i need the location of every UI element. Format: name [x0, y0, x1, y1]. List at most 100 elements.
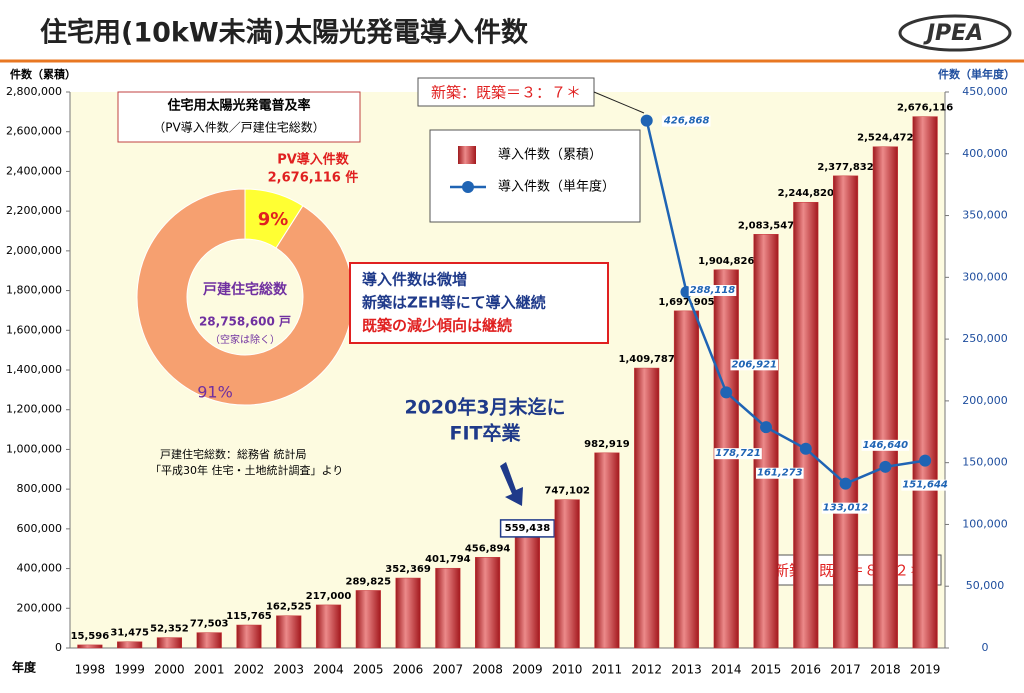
logo: JPEA — [923, 21, 983, 46]
ratio-note: 新築：既築＝３：７＊ — [431, 84, 581, 102]
x-tick-label: 2010 — [552, 663, 583, 677]
bar — [435, 567, 461, 649]
legend-label: 導入件数（単年度） — [498, 179, 615, 195]
ratio-box — [417, 77, 595, 107]
source-note: 戸建住宅総数：総務省 統計局 — [160, 447, 307, 461]
bar-value-label: 982,919 — [584, 439, 630, 450]
bar-value-label: 747,102 — [544, 486, 590, 497]
bar-value-label: 289,825 — [346, 576, 392, 587]
x-tick-label: 2009 — [512, 663, 543, 677]
y-tick-label: 400,000 — [17, 562, 63, 575]
y2-tick-label: 200,000 — [962, 394, 1008, 407]
x-tick-label: 2005 — [353, 663, 384, 677]
line-value-label: 161,273 — [757, 468, 803, 479]
bar — [514, 536, 540, 649]
line-point — [760, 421, 773, 434]
bar — [276, 615, 302, 649]
line-point — [640, 114, 653, 127]
pie-label: 戸建住宅総数 — [203, 281, 288, 298]
label-bg — [661, 115, 711, 127]
x-tick-label: 2011 — [592, 663, 623, 677]
y-tick-label: 1,600,000 — [6, 323, 62, 336]
x-tick-label: 1998 — [75, 663, 106, 677]
label-bg — [821, 502, 870, 514]
bar — [634, 367, 660, 649]
y-tick-label: 800,000 — [17, 482, 63, 495]
bar-value-label: 217,000 — [306, 591, 352, 602]
bar-value-label: 52,352 — [150, 624, 189, 635]
bar-value-label: 77,503 — [190, 619, 229, 630]
line-point — [919, 454, 932, 467]
x-tick-label: 2007 — [433, 663, 464, 677]
pie-title-box — [117, 91, 361, 143]
bar-value-label: 2,244,820 — [778, 188, 834, 199]
bar-value-label: 1,409,787 — [619, 354, 675, 365]
y2-axis-title: 件数（単年度） — [938, 67, 1015, 81]
bar-value-label: 115,765 — [226, 611, 272, 622]
legend-swatch — [458, 146, 476, 164]
bar-value-label: 456,894 — [465, 543, 511, 554]
pie-slice — [136, 188, 354, 406]
x-tick-label: 2019 — [910, 663, 941, 677]
pie-label: PV導入件数 — [277, 152, 350, 168]
line-point — [799, 442, 812, 455]
pie-value-label: 91% — [197, 383, 233, 402]
bar — [793, 201, 819, 649]
y-tick-label: 200,000 — [17, 601, 63, 614]
y2-tick-label: 50,000 — [966, 579, 1005, 592]
line-value-label: 288,118 — [690, 285, 736, 296]
label-bg — [901, 479, 949, 491]
x-tick-label: 2001 — [194, 663, 225, 677]
y-tick-label: 2,800,000 — [6, 85, 62, 98]
x-tick-label: 2012 — [631, 663, 662, 677]
y-tick-label: 1,800,000 — [6, 284, 62, 297]
y-tick-label: 2,400,000 — [6, 164, 62, 177]
x-tick-label: 2004 — [313, 663, 344, 677]
bar-value-label: 2,377,832 — [817, 162, 873, 173]
line-point — [720, 386, 733, 399]
bar — [315, 604, 342, 649]
x-tick-label: 2008 — [472, 663, 503, 677]
y2-tick-label: 450,000 — [962, 85, 1008, 98]
line-value-label: 133,012 — [823, 503, 869, 514]
label-bg — [730, 359, 779, 371]
line-value-label: 206,921 — [731, 359, 777, 370]
y2-tick-label: 150,000 — [962, 456, 1008, 469]
bar-value-label: 559,438 — [505, 523, 551, 534]
legend — [429, 129, 641, 223]
fit-note: 2020年3月末迄に — [404, 396, 565, 419]
x-tick-label: 2015 — [751, 663, 782, 677]
pie-title: 住宅用太陽光発電普及率 — [167, 98, 310, 114]
line-value-label: 151,644 — [902, 480, 948, 491]
pie-pv-count: 2,676,116 件 — [268, 170, 359, 186]
y-tick-label: 2,200,000 — [6, 204, 62, 217]
label-bg — [688, 285, 737, 297]
x-tick-label: 2018 — [870, 663, 901, 677]
bar-value-label: 2,676,116 — [897, 103, 953, 114]
bar — [475, 557, 501, 649]
x-tick-label: 2017 — [830, 663, 861, 677]
y2-tick-label: 350,000 — [962, 209, 1008, 222]
comment: 既築の減少傾向は継続 — [362, 317, 512, 335]
line-value-label: 426,868 — [663, 116, 710, 127]
bar-value-label: 2,524,472 — [857, 133, 913, 144]
logo-ring — [898, 14, 1012, 52]
x-tick-label: 2003 — [273, 663, 304, 677]
y-tick-label: 2,000,000 — [6, 244, 62, 257]
line-point — [879, 460, 892, 473]
bar — [236, 624, 262, 649]
bar-value-label: 1,904,826 — [698, 256, 754, 267]
fit-box — [499, 519, 555, 538]
bar-value-label: 352,369 — [385, 564, 431, 575]
bar-value-label: 1,697,905 — [658, 297, 714, 308]
y-tick-label: 0 — [55, 641, 62, 654]
legend-label: 導入件数（累積） — [498, 148, 602, 163]
x-tick-label: 2006 — [393, 663, 424, 677]
y2-tick-label: 250,000 — [962, 332, 1008, 345]
bar-value-label: 31,475 — [110, 628, 149, 639]
y-tick-label: 1,200,000 — [6, 403, 62, 416]
pie-house-count: 28,758,600 戸 — [199, 315, 291, 329]
pie-subtitle: （PV導入件数／戸建住宅総数） — [153, 120, 324, 135]
y-tick-label: 2,600,000 — [6, 125, 62, 138]
